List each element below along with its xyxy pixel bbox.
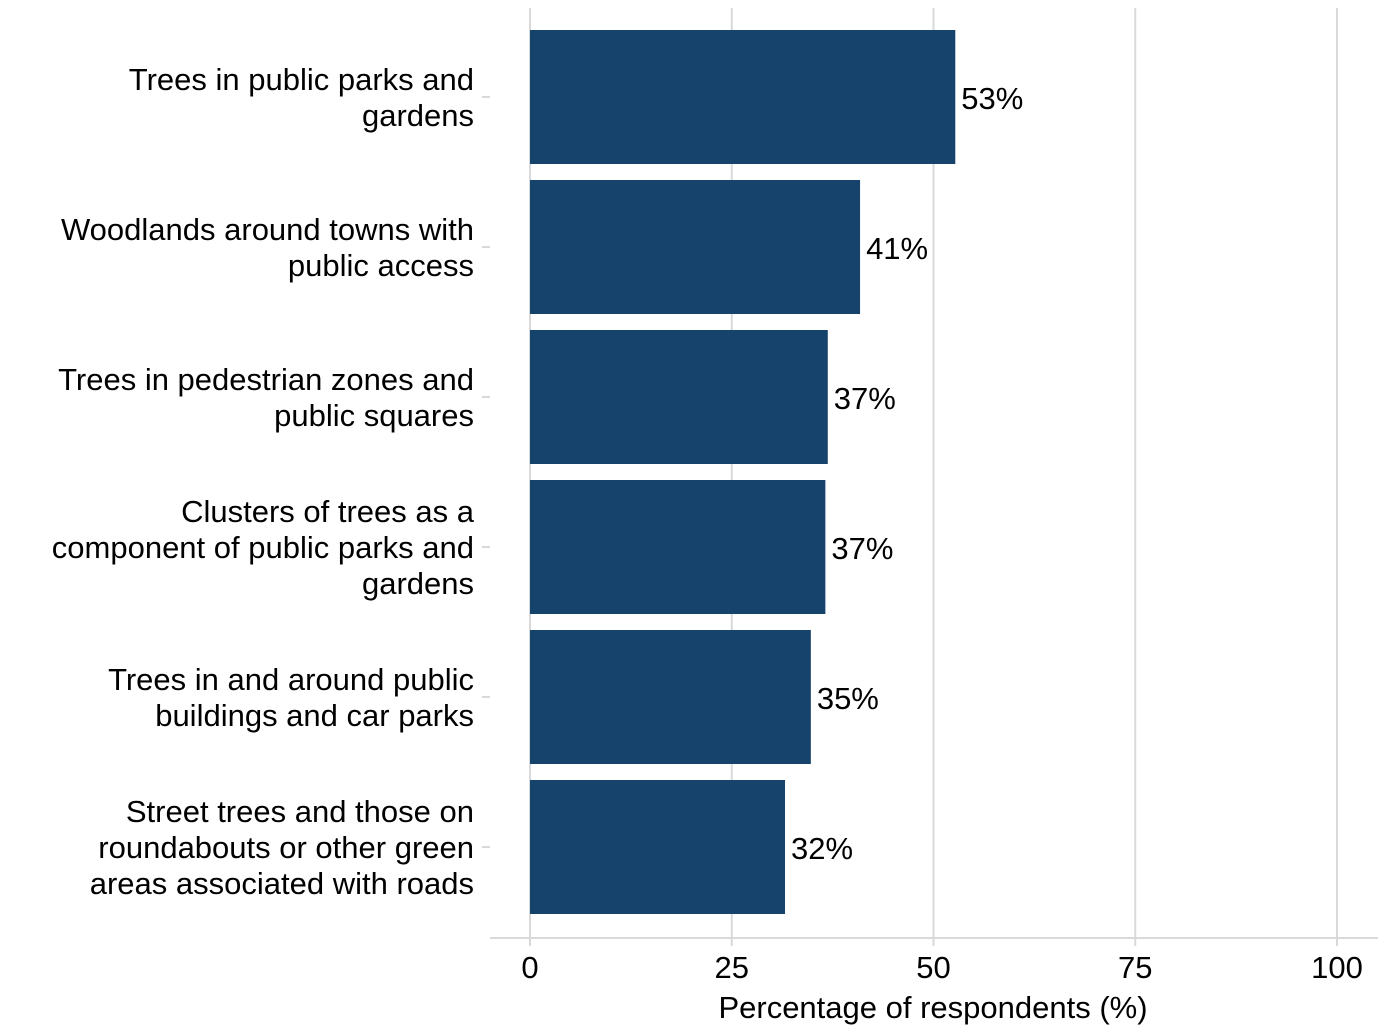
- category-label: Trees in pedestrian zones and public squa…: [58, 362, 474, 433]
- x-axis-title: Percentage of respondents (%): [718, 990, 1147, 1025]
- data-label: 53%: [961, 81, 1023, 116]
- bar: [530, 630, 811, 764]
- category-label: Trees in public parks and gardens: [129, 62, 474, 133]
- category-label-line: Trees in public parks and: [129, 62, 474, 97]
- x-tick-label: 50: [916, 950, 950, 985]
- category-label-line: Trees in and around public: [108, 662, 474, 697]
- category-label-line: public squares: [274, 398, 474, 433]
- category-label-line: gardens: [362, 566, 474, 601]
- category-label-line: Street trees and those on: [126, 794, 474, 829]
- category-label-line: gardens: [362, 98, 474, 133]
- category-labels: Trees in public parks and gardensWoodland…: [52, 62, 475, 901]
- category-label-line: roundabouts or other green: [98, 830, 474, 865]
- bar: [530, 480, 826, 614]
- category-label-line: public access: [288, 248, 474, 283]
- data-label: 37%: [831, 531, 893, 566]
- category-label-line: Woodlands around towns with: [61, 212, 474, 247]
- x-tick-label: 25: [715, 950, 749, 985]
- category-label: Trees in and around public buildings and …: [108, 662, 474, 733]
- bar: [530, 780, 786, 914]
- bars: [530, 30, 956, 914]
- data-label: 32%: [791, 831, 853, 866]
- x-tick-label: 75: [1118, 950, 1152, 985]
- category-label: Woodlands around towns with public access: [61, 212, 474, 283]
- x-axis: 0 25 50 75 100: [482, 96, 1378, 985]
- category-label: Street trees and those on roundabouts or …: [90, 794, 474, 901]
- category-label-line: buildings and car parks: [155, 698, 474, 733]
- category-label-line: areas associated with roads: [90, 866, 474, 901]
- x-tick-label: 0: [521, 950, 538, 985]
- data-label: 41%: [866, 231, 928, 266]
- category-label-line: Clusters of trees as a: [181, 494, 475, 529]
- bar: [530, 330, 828, 464]
- bar: [530, 180, 861, 314]
- category-label-line: component of public parks and: [52, 530, 474, 565]
- data-labels: 53% 41% 37% 37% 35% 32%: [791, 81, 1023, 866]
- data-label: 35%: [817, 681, 879, 716]
- data-label: 37%: [834, 381, 896, 416]
- bar: [530, 30, 956, 164]
- category-label: Clusters of trees as a component of publi…: [52, 494, 475, 601]
- category-label-line: Trees in pedestrian zones and: [58, 362, 474, 397]
- x-tick-label: 100: [1311, 950, 1363, 985]
